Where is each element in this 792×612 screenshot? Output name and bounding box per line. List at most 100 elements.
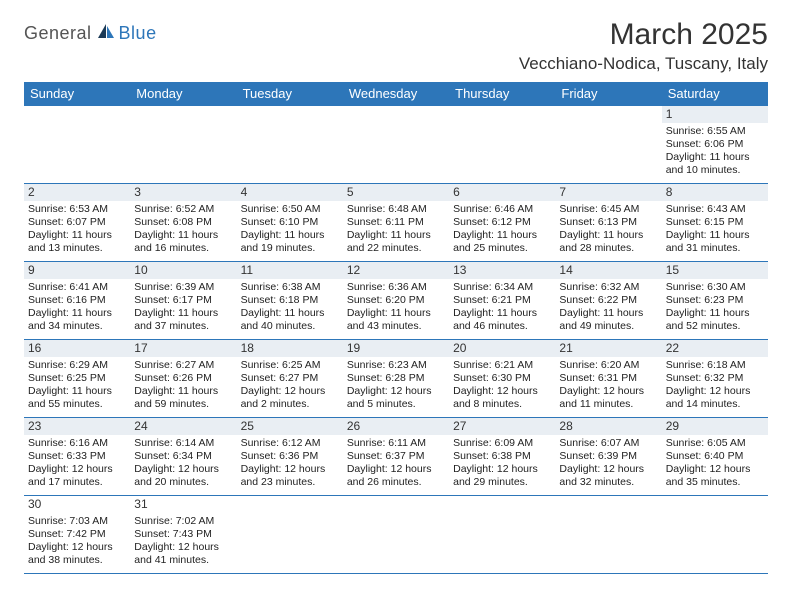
daylight-text: and 52 minutes. <box>666 320 764 333</box>
logo: General Blue <box>24 22 157 45</box>
calendar-day-cell: 4Sunrise: 6:50 AMSunset: 6:10 PMDaylight… <box>237 184 343 262</box>
daylight-text: Daylight: 12 hours <box>453 463 551 476</box>
daylight-text: Daylight: 11 hours <box>134 385 232 398</box>
daylight-text: and 46 minutes. <box>453 320 551 333</box>
sunset-text: Sunset: 6:36 PM <box>241 450 339 463</box>
sunrise-text: Sunrise: 6:12 AM <box>241 437 339 450</box>
day-number: 21 <box>555 340 661 357</box>
daylight-text: Daylight: 11 hours <box>666 151 764 164</box>
calendar-day-cell: 18Sunrise: 6:25 AMSunset: 6:27 PMDayligh… <box>237 340 343 418</box>
calendar-day-cell: 11Sunrise: 6:38 AMSunset: 6:18 PMDayligh… <box>237 262 343 340</box>
sunset-text: Sunset: 6:15 PM <box>666 216 764 229</box>
location-subtitle: Vecchiano-Nodica, Tuscany, Italy <box>519 54 768 74</box>
calendar-day-cell: 13Sunrise: 6:34 AMSunset: 6:21 PMDayligh… <box>449 262 555 340</box>
daylight-text: and 34 minutes. <box>28 320 126 333</box>
sunrise-text: Sunrise: 6:18 AM <box>666 359 764 372</box>
daylight-text: and 31 minutes. <box>666 242 764 255</box>
sunset-text: Sunset: 6:08 PM <box>134 216 232 229</box>
day-number: 23 <box>24 418 130 435</box>
calendar-day-cell: 9Sunrise: 6:41 AMSunset: 6:16 PMDaylight… <box>24 262 130 340</box>
calendar-day-cell: 27Sunrise: 6:09 AMSunset: 6:38 PMDayligh… <box>449 418 555 496</box>
calendar-week-row: 9Sunrise: 6:41 AMSunset: 6:16 PMDaylight… <box>24 262 768 340</box>
calendar-day-cell: 20Sunrise: 6:21 AMSunset: 6:30 PMDayligh… <box>449 340 555 418</box>
sunrise-text: Sunrise: 6:16 AM <box>28 437 126 450</box>
sunrise-text: Sunrise: 6:21 AM <box>453 359 551 372</box>
calendar-day-cell: 21Sunrise: 6:20 AMSunset: 6:31 PMDayligh… <box>555 340 661 418</box>
daylight-text: Daylight: 12 hours <box>666 463 764 476</box>
daylight-text: Daylight: 11 hours <box>28 229 126 242</box>
daylight-text: Daylight: 11 hours <box>241 307 339 320</box>
calendar-empty-cell <box>555 106 661 184</box>
sunrise-text: Sunrise: 6:30 AM <box>666 281 764 294</box>
sunset-text: Sunset: 6:12 PM <box>453 216 551 229</box>
calendar-empty-cell <box>662 496 768 574</box>
day-number: 1 <box>662 106 768 123</box>
title-block: March 2025 Vecchiano-Nodica, Tuscany, It… <box>519 18 768 74</box>
sunrise-text: Sunrise: 6:25 AM <box>241 359 339 372</box>
daylight-text: Daylight: 11 hours <box>28 307 126 320</box>
day-header-row: SundayMondayTuesdayWednesdayThursdayFrid… <box>24 82 768 106</box>
sunset-text: Sunset: 6:22 PM <box>559 294 657 307</box>
page-header: General Blue March 2025 Vecchiano-Nodica… <box>24 18 768 74</box>
daylight-text: Daylight: 11 hours <box>559 307 657 320</box>
daylight-text: and 11 minutes. <box>559 398 657 411</box>
logo-text-blue: Blue <box>119 23 157 44</box>
daylight-text: Daylight: 11 hours <box>347 307 445 320</box>
sunrise-text: Sunrise: 6:36 AM <box>347 281 445 294</box>
sunrise-text: Sunrise: 6:53 AM <box>28 203 126 216</box>
sunrise-text: Sunrise: 6:14 AM <box>134 437 232 450</box>
daylight-text: and 19 minutes. <box>241 242 339 255</box>
daylight-text: and 43 minutes. <box>347 320 445 333</box>
calendar-day-cell: 5Sunrise: 6:48 AMSunset: 6:11 PMDaylight… <box>343 184 449 262</box>
calendar-day-cell: 15Sunrise: 6:30 AMSunset: 6:23 PMDayligh… <box>662 262 768 340</box>
calendar-table: SundayMondayTuesdayWednesdayThursdayFrid… <box>24 82 768 574</box>
daylight-text: and 2 minutes. <box>241 398 339 411</box>
daylight-text: Daylight: 12 hours <box>28 463 126 476</box>
sunset-text: Sunset: 6:07 PM <box>28 216 126 229</box>
calendar-body: 1Sunrise: 6:55 AMSunset: 6:06 PMDaylight… <box>24 106 768 574</box>
sunset-text: Sunset: 6:25 PM <box>28 372 126 385</box>
sunset-text: Sunset: 6:10 PM <box>241 216 339 229</box>
sunrise-text: Sunrise: 6:09 AM <box>453 437 551 450</box>
calendar-empty-cell <box>24 106 130 184</box>
day-number: 9 <box>24 262 130 279</box>
day-number: 5 <box>343 184 449 201</box>
day-number: 25 <box>237 418 343 435</box>
calendar-day-cell: 25Sunrise: 6:12 AMSunset: 6:36 PMDayligh… <box>237 418 343 496</box>
sunrise-text: Sunrise: 6:34 AM <box>453 281 551 294</box>
daylight-text: Daylight: 12 hours <box>559 463 657 476</box>
sunset-text: Sunset: 7:43 PM <box>134 528 232 541</box>
sunrise-text: Sunrise: 6:29 AM <box>28 359 126 372</box>
calendar-day-cell: 29Sunrise: 6:05 AMSunset: 6:40 PMDayligh… <box>662 418 768 496</box>
calendar-day-cell: 6Sunrise: 6:46 AMSunset: 6:12 PMDaylight… <box>449 184 555 262</box>
calendar-day-cell: 12Sunrise: 6:36 AMSunset: 6:20 PMDayligh… <box>343 262 449 340</box>
calendar-day-cell: 14Sunrise: 6:32 AMSunset: 6:22 PMDayligh… <box>555 262 661 340</box>
daylight-text: Daylight: 11 hours <box>453 307 551 320</box>
daylight-text: Daylight: 11 hours <box>666 307 764 320</box>
sunrise-text: Sunrise: 6:41 AM <box>28 281 126 294</box>
sunrise-text: Sunrise: 6:23 AM <box>347 359 445 372</box>
calendar-day-cell: 10Sunrise: 6:39 AMSunset: 6:17 PMDayligh… <box>130 262 236 340</box>
sunset-text: Sunset: 6:31 PM <box>559 372 657 385</box>
calendar-day-cell: 7Sunrise: 6:45 AMSunset: 6:13 PMDaylight… <box>555 184 661 262</box>
day-number: 11 <box>237 262 343 279</box>
calendar-page: General Blue March 2025 Vecchiano-Nodica… <box>0 0 792 574</box>
day-header: Tuesday <box>237 82 343 106</box>
calendar-day-cell: 28Sunrise: 6:07 AMSunset: 6:39 PMDayligh… <box>555 418 661 496</box>
daylight-text: and 14 minutes. <box>666 398 764 411</box>
day-header: Sunday <box>24 82 130 106</box>
sunset-text: Sunset: 6:40 PM <box>666 450 764 463</box>
day-number: 8 <box>662 184 768 201</box>
calendar-thead: SundayMondayTuesdayWednesdayThursdayFrid… <box>24 82 768 106</box>
sunset-text: Sunset: 6:18 PM <box>241 294 339 307</box>
day-header: Saturday <box>662 82 768 106</box>
sunset-text: Sunset: 6:11 PM <box>347 216 445 229</box>
sunset-text: Sunset: 6:28 PM <box>347 372 445 385</box>
sunset-text: Sunset: 6:27 PM <box>241 372 339 385</box>
daylight-text: and 26 minutes. <box>347 476 445 489</box>
calendar-day-cell: 31Sunrise: 7:02 AMSunset: 7:43 PMDayligh… <box>130 496 236 574</box>
day-number: 10 <box>130 262 236 279</box>
daylight-text: Daylight: 12 hours <box>347 385 445 398</box>
daylight-text: Daylight: 12 hours <box>453 385 551 398</box>
daylight-text: and 17 minutes. <box>28 476 126 489</box>
